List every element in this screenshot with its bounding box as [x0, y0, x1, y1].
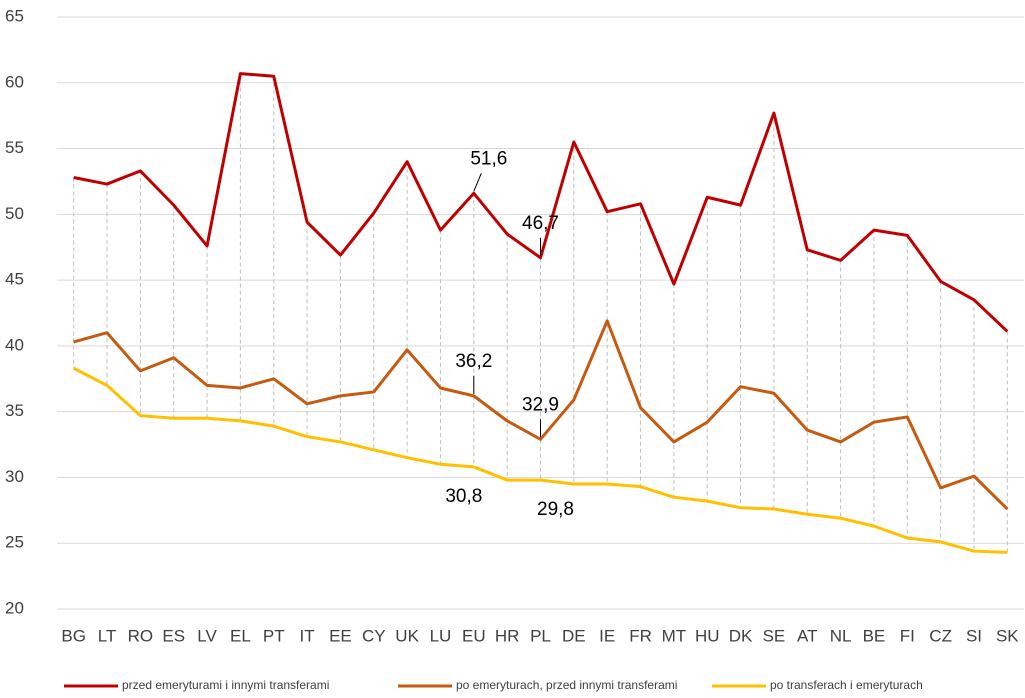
y-tick-label: 60 — [5, 72, 24, 91]
data-label: 36,2 — [455, 351, 492, 372]
x-tick-label: LT — [98, 626, 117, 645]
data-label: 30,8 — [445, 486, 482, 507]
x-tick-label: IE — [599, 626, 615, 645]
x-tick-label: MT — [662, 626, 687, 645]
x-tick-label: LU — [430, 626, 452, 645]
data-label: 46,7 — [522, 213, 559, 234]
y-tick-label: 65 — [5, 6, 24, 25]
y-tick-label: 25 — [5, 533, 24, 552]
legend-label: przed emeryturami i innymi transferami — [122, 678, 329, 692]
x-tick-label: DK — [729, 626, 753, 645]
x-tick-label: SI — [966, 626, 982, 645]
x-tick-label: CZ — [929, 626, 952, 645]
x-tick-label: BG — [61, 626, 86, 645]
x-tick-label: ES — [162, 626, 185, 645]
x-tick-label: HR — [495, 626, 520, 645]
x-tick-label: AT — [797, 626, 817, 645]
y-tick-label: 50 — [5, 204, 24, 223]
legend-label: po emeryturach, przed innymi transferami — [456, 678, 677, 692]
legend-label: po transferach i emeryturach — [770, 678, 923, 692]
data-label: 32,9 — [522, 394, 559, 415]
y-tick-label: 20 — [5, 598, 24, 617]
x-tick-label: UK — [395, 626, 419, 645]
y-tick-label: 35 — [5, 401, 24, 420]
y-tick-label: 55 — [5, 138, 24, 157]
y-tick-label: 30 — [5, 467, 24, 486]
line — [72, 366, 1008, 554]
x-tick-label: EE — [329, 626, 352, 645]
y-tick-label: 45 — [5, 270, 24, 289]
x-tick-label: FR — [629, 626, 652, 645]
x-tick-label: EU — [462, 626, 486, 645]
data-label: 29,8 — [537, 499, 574, 520]
x-tick-label: RO — [128, 626, 154, 645]
x-tick-label: LV — [197, 626, 217, 645]
x-tick-label: HU — [695, 626, 720, 645]
x-tick-label: SK — [996, 626, 1019, 645]
x-tick-label: EL — [230, 626, 251, 645]
x-tick-label: IT — [300, 626, 315, 645]
leader-line — [473, 173, 482, 192]
x-tick-label: PT — [263, 626, 285, 645]
line — [73, 72, 1009, 333]
x-tick-label: SE — [763, 626, 786, 645]
x-tick-label: DE — [562, 626, 586, 645]
x-tick-label: PL — [530, 626, 551, 645]
data-label: 51,6 — [470, 148, 507, 169]
line — [73, 319, 1009, 511]
x-tick-label: FI — [900, 626, 915, 645]
x-tick-label: NL — [830, 626, 852, 645]
x-tick-label: BE — [863, 626, 886, 645]
x-tick-label: CY — [362, 626, 386, 645]
y-tick-label: 40 — [5, 335, 24, 354]
